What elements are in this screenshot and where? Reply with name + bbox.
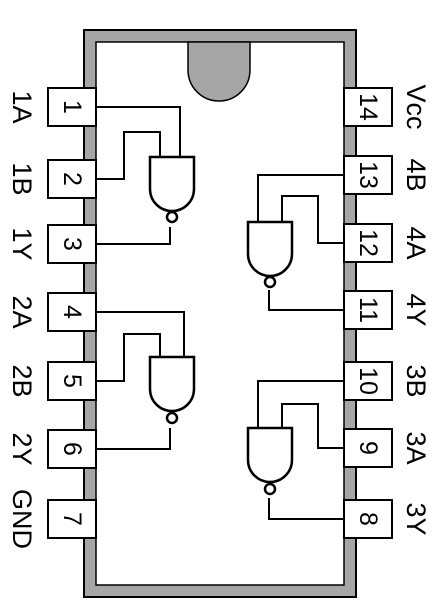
nand-gate-1-bubble [165,210,179,224]
right-pin-labels: Vcc 4B 4A 4Y 3B 3A 3Y [401,84,431,535]
wire-gate4-pin11 [268,290,344,311]
right-pin-numbers: 14 13 12 11 10 9 8 [354,93,382,526]
pin-number-6: 6 [58,442,86,456]
right-pin-boxes [343,87,393,539]
nand-gate-3-bubble [263,482,277,496]
pin-label-1a: 1A [7,90,37,123]
wire-pin2-gate1 [96,131,161,180]
wire-pin9-gate3 [281,403,344,449]
nand-gate-1-body [148,155,196,213]
wire-pin10-gate3 [257,380,344,428]
nand-gate-3 [246,380,344,520]
pin-number-4: 4 [58,305,86,319]
wire-pin13-gate4 [257,174,344,222]
pin-label-2y: 2Y [7,432,37,465]
pin-number-5: 5 [58,374,86,388]
pin-number-9: 9 [354,441,382,455]
wire-pin4-gate2 [96,311,185,357]
pin-box-1 [47,87,97,127]
pin-label-4y: 4Y [401,293,431,326]
pin-box-7 [47,499,97,539]
pin-box-10 [343,361,393,401]
nand-gate-2-bubble [165,411,179,425]
wire-pin12-gate4 [281,195,344,244]
pin-box-6 [47,429,97,469]
pin-label-2b: 2B [7,364,37,397]
wire-gate2-pin6 [96,428,171,450]
nand-gate-4-body [246,220,294,278]
pin-number-7: 7 [58,512,86,526]
chip-notch [187,41,251,102]
pin-box-12 [343,223,393,263]
pin-label-1y: 1Y [7,227,37,260]
pin-label-2a: 2A [7,295,37,328]
pin-box-14 [343,87,393,127]
wire-gate1-pin3 [96,227,171,245]
pin-label-3a: 3A [401,431,431,464]
pin-label-3y: 3Y [401,502,431,535]
pin-number-14: 14 [354,93,382,121]
pin-box-4 [47,292,97,332]
wire-pin5-gate2 [96,333,161,382]
pin-box-9 [343,428,393,468]
pin-box-2 [47,159,97,199]
pin-number-13: 13 [354,161,382,189]
pin-label-gnd: GND [7,489,37,549]
pin-number-11: 11 [354,297,382,323]
nand-gate-4-bubble [263,275,277,289]
pin-label-3b: 3B [401,364,431,397]
pin-number-8: 8 [354,512,382,526]
pin-label-1b: 1B [7,162,37,195]
nand-gate-3-body [246,426,294,484]
nand-gate-4 [246,174,344,311]
left-pin-boxes [47,87,97,539]
pin-label-4a: 4A [401,226,431,259]
chip-body-inner [95,41,345,586]
wire-pin1-gate1 [96,106,181,157]
pin-label-vcc: Vcc [401,84,431,129]
left-pin-labels: 1A 1B 1Y 2A 2B 2Y GND [7,90,37,549]
pin-number-3: 3 [58,237,86,251]
pin-number-10: 10 [354,367,382,395]
pin-number-12: 12 [354,229,382,257]
nand-gate-2 [96,311,196,450]
nand-gate-2-body [148,355,196,413]
pin-number-1: 1 [58,100,86,114]
pin-label-4b: 4B [401,158,431,191]
left-pin-numbers: 1 2 3 4 5 6 7 [58,100,86,526]
nand-gate-1 [96,106,196,245]
wire-gate3-pin8 [268,498,344,520]
pin-box-11 [343,290,393,330]
pin-number-2: 2 [58,172,86,186]
